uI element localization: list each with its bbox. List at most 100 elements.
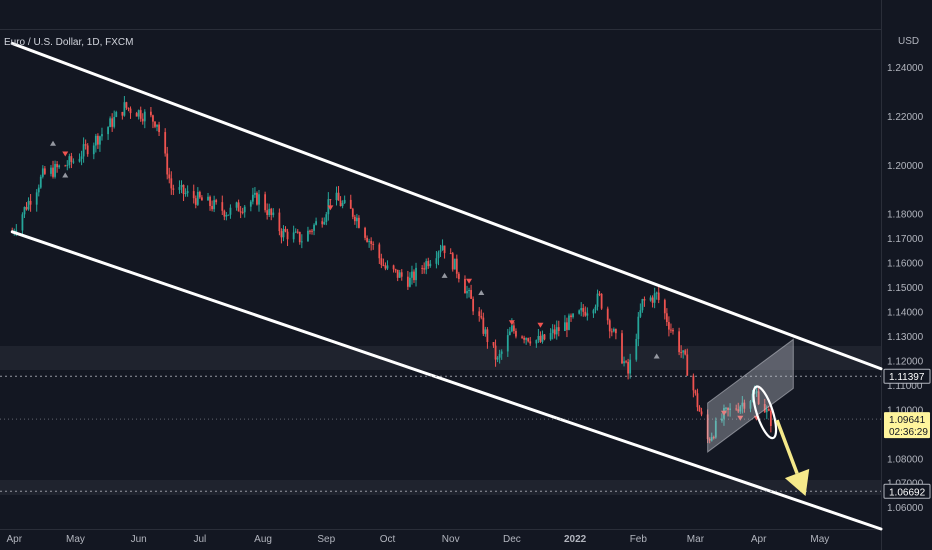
candle	[139, 106, 142, 122]
candle	[323, 217, 326, 225]
candle-body	[194, 198, 197, 205]
candle	[506, 328, 509, 357]
candle-body	[496, 357, 499, 360]
candle-body	[506, 335, 509, 352]
candle-body	[527, 338, 530, 342]
candle	[127, 107, 130, 112]
candle	[366, 235, 368, 243]
candle	[727, 407, 729, 417]
candle	[111, 113, 114, 132]
candle-body	[425, 261, 428, 270]
candle-body	[127, 107, 130, 109]
candle-body	[139, 110, 142, 119]
candle	[211, 200, 213, 212]
candle-body	[413, 271, 415, 281]
candle	[341, 200, 344, 209]
candle-body	[101, 134, 103, 137]
candle-body	[249, 201, 252, 207]
candle-body	[282, 228, 285, 238]
candle	[757, 386, 760, 406]
candle	[596, 289, 599, 311]
candle	[508, 327, 511, 336]
annotations	[0, 41, 883, 531]
candle-body	[158, 124, 160, 133]
candle-body	[37, 187, 40, 193]
candle-body	[510, 325, 513, 332]
candle	[29, 194, 32, 212]
candle-body	[170, 178, 173, 189]
candle-body	[741, 402, 744, 407]
candle-body	[572, 313, 574, 318]
candle-body	[94, 135, 97, 146]
candle-body	[168, 174, 171, 179]
candle-body	[614, 329, 617, 334]
buy-marker	[62, 172, 69, 178]
candle	[370, 237, 373, 251]
candle	[21, 212, 24, 237]
symbol-title[interactable]: Euro / U.S. Dollar, 1D, FXCM	[4, 37, 134, 48]
candle	[241, 207, 244, 215]
candle	[672, 327, 674, 335]
candle-body	[498, 353, 501, 358]
candle-body	[765, 408, 768, 413]
candle-body	[657, 292, 660, 301]
candle	[101, 127, 103, 141]
candle	[351, 207, 354, 220]
candle-body	[698, 407, 701, 412]
candle	[309, 229, 311, 235]
candle-body	[284, 228, 287, 232]
candle-body	[329, 199, 332, 201]
candle	[66, 160, 69, 171]
candle	[535, 339, 538, 348]
candle-body	[749, 401, 752, 409]
candle-body	[121, 111, 124, 116]
candle	[109, 116, 112, 128]
candle-body	[612, 329, 615, 332]
candle-body	[737, 409, 740, 412]
target-price-tag: 1.06692	[889, 487, 926, 498]
candle	[64, 164, 67, 167]
candle	[353, 214, 356, 225]
candle-body	[543, 334, 546, 340]
candle	[572, 313, 574, 319]
candle	[237, 199, 240, 212]
candle	[198, 190, 201, 199]
x-tick-label: Apr	[751, 534, 767, 545]
candle-body	[653, 293, 656, 303]
candle	[86, 143, 89, 157]
candle-body	[229, 207, 232, 215]
x-tick-label: Dec	[503, 534, 521, 545]
candle-body	[382, 264, 385, 266]
candle	[284, 226, 287, 233]
candle-body	[64, 165, 67, 167]
candle-body	[115, 111, 118, 117]
candle	[400, 269, 403, 281]
candle-body	[321, 221, 324, 225]
candle	[137, 109, 140, 120]
channel-upper-line	[10, 41, 883, 371]
candle	[286, 228, 289, 247]
top-panel-separator	[0, 0, 881, 29]
candle-body	[637, 316, 640, 340]
candle-body	[470, 290, 472, 299]
candle	[41, 165, 44, 179]
candle-body	[472, 298, 475, 312]
candle	[621, 330, 623, 365]
candle-body	[484, 329, 487, 334]
candle	[641, 298, 644, 313]
candle	[270, 207, 273, 221]
candle-body	[500, 351, 503, 354]
candle	[623, 356, 625, 367]
candle	[94, 133, 97, 153]
candle-body	[294, 231, 297, 233]
x-tick-label: Apr	[6, 534, 22, 545]
candle-body	[235, 202, 238, 208]
candle-body	[84, 144, 87, 146]
candle	[225, 212, 228, 221]
candle-body	[251, 194, 254, 202]
x-tick-label: Jul	[193, 534, 206, 545]
candle-body	[368, 241, 371, 243]
y-tick-label: 1.13000	[887, 332, 924, 343]
